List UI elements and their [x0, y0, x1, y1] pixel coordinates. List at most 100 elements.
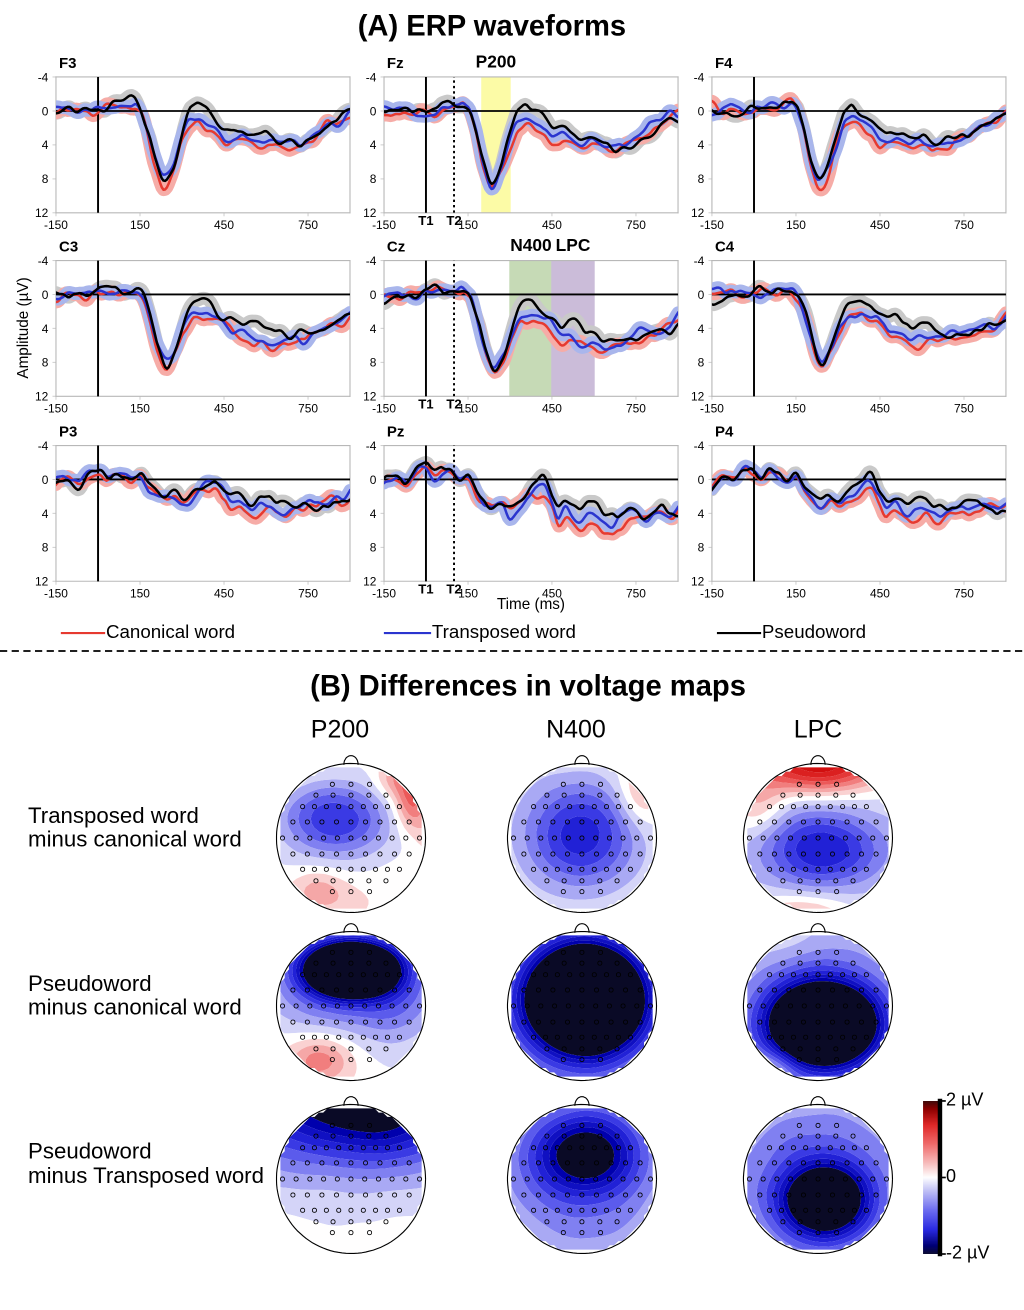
svg-text:750: 750 — [626, 402, 646, 416]
svg-text:Transposed word: Transposed word — [28, 803, 199, 828]
svg-text:P3: P3 — [59, 423, 77, 440]
svg-text:0: 0 — [698, 288, 705, 302]
svg-text:12: 12 — [363, 390, 377, 404]
svg-text:Cz: Cz — [387, 238, 405, 255]
svg-text:0: 0 — [370, 104, 377, 118]
svg-text:8: 8 — [370, 541, 377, 555]
svg-text:12: 12 — [35, 390, 49, 404]
svg-text:-4: -4 — [38, 254, 49, 268]
svg-text:150: 150 — [458, 402, 478, 416]
svg-text:4: 4 — [42, 507, 49, 521]
svg-text:4: 4 — [370, 322, 377, 336]
svg-text:Pseudoword: Pseudoword — [28, 971, 152, 996]
svg-text:450: 450 — [870, 587, 890, 601]
svg-text:450: 450 — [542, 587, 562, 601]
svg-text:0: 0 — [42, 104, 49, 118]
svg-text:750: 750 — [298, 402, 318, 416]
svg-text:-150: -150 — [372, 402, 396, 416]
svg-text:12: 12 — [691, 575, 705, 589]
svg-text:T1: T1 — [418, 396, 433, 411]
svg-text:4: 4 — [370, 507, 377, 521]
svg-text:0: 0 — [370, 473, 377, 487]
svg-text:-4: -4 — [694, 254, 705, 268]
svg-text:150: 150 — [786, 402, 806, 416]
svg-text:Pseudoword: Pseudoword — [762, 621, 866, 642]
svg-text:8: 8 — [370, 356, 377, 370]
svg-text:-4: -4 — [694, 439, 705, 453]
svg-text:F4: F4 — [715, 55, 733, 72]
svg-text:750: 750 — [954, 402, 974, 416]
svg-text:-4: -4 — [38, 70, 49, 84]
svg-text:450: 450 — [542, 402, 562, 416]
svg-text:-4: -4 — [38, 439, 49, 453]
svg-text:150: 150 — [130, 402, 150, 416]
svg-text:(A) ERP waveforms: (A) ERP waveforms — [358, 11, 626, 43]
svg-text:0: 0 — [698, 104, 705, 118]
svg-text:-150: -150 — [44, 587, 68, 601]
svg-text:-4: -4 — [366, 70, 377, 84]
svg-text:750: 750 — [626, 587, 646, 601]
svg-text:450: 450 — [214, 218, 234, 232]
svg-text:minus canonical word: minus canonical word — [28, 995, 242, 1020]
svg-text:P200: P200 — [476, 51, 517, 71]
svg-text:0: 0 — [698, 473, 705, 487]
svg-text:750: 750 — [954, 587, 974, 601]
svg-text:LPC: LPC — [794, 715, 843, 743]
svg-text:-150: -150 — [372, 218, 396, 232]
svg-text:T2: T2 — [446, 396, 461, 411]
svg-text:-4: -4 — [366, 254, 377, 268]
svg-text:150: 150 — [458, 587, 478, 601]
svg-text:12: 12 — [35, 575, 49, 589]
svg-text:-150: -150 — [700, 218, 724, 232]
svg-text:4: 4 — [698, 322, 705, 336]
svg-text:Pz: Pz — [387, 423, 405, 440]
svg-text:4: 4 — [370, 138, 377, 152]
svg-text:4: 4 — [42, 138, 49, 152]
svg-text:12: 12 — [363, 575, 377, 589]
svg-text:C4: C4 — [715, 238, 735, 255]
svg-text:750: 750 — [298, 587, 318, 601]
svg-text:12: 12 — [691, 206, 705, 220]
svg-text:450: 450 — [214, 587, 234, 601]
svg-text:150: 150 — [130, 587, 150, 601]
svg-text:4: 4 — [698, 507, 705, 521]
svg-text:8: 8 — [698, 172, 705, 186]
svg-text:150: 150 — [786, 587, 806, 601]
svg-text:2 µV: 2 µV — [946, 1090, 984, 1110]
svg-text:150: 150 — [458, 218, 478, 232]
svg-text:P4: P4 — [715, 423, 734, 440]
svg-text:-150: -150 — [44, 402, 68, 416]
svg-text:LPC: LPC — [556, 235, 591, 255]
svg-text:minus Transposed word: minus Transposed word — [28, 1163, 264, 1188]
svg-text:Canonical word: Canonical word — [106, 621, 235, 642]
svg-text:12: 12 — [691, 390, 705, 404]
svg-text:Fz: Fz — [387, 55, 404, 72]
svg-text:P200: P200 — [311, 715, 369, 743]
svg-text:T2: T2 — [446, 213, 461, 228]
svg-text:4: 4 — [42, 322, 49, 336]
svg-text:450: 450 — [870, 218, 890, 232]
svg-text:-2 µV: -2 µV — [946, 1243, 990, 1263]
svg-text:-150: -150 — [700, 402, 724, 416]
svg-text:-4: -4 — [694, 70, 705, 84]
svg-text:12: 12 — [363, 206, 377, 220]
svg-text:450: 450 — [870, 402, 890, 416]
svg-text:150: 150 — [130, 218, 150, 232]
svg-text:750: 750 — [298, 218, 318, 232]
svg-text:T1: T1 — [418, 213, 433, 228]
svg-text:-4: -4 — [366, 439, 377, 453]
svg-text:750: 750 — [954, 218, 974, 232]
svg-text:450: 450 — [214, 402, 234, 416]
svg-text:Pseudoword: Pseudoword — [28, 1139, 152, 1164]
svg-text:N400: N400 — [546, 715, 606, 743]
svg-text:0: 0 — [42, 473, 49, 487]
svg-text:8: 8 — [370, 172, 377, 186]
svg-text:Amplitude (µV): Amplitude (µV) — [15, 277, 32, 378]
svg-text:Time (ms): Time (ms) — [497, 596, 565, 613]
svg-text:4: 4 — [698, 138, 705, 152]
svg-text:8: 8 — [698, 356, 705, 370]
svg-text:8: 8 — [42, 541, 49, 555]
svg-text:0: 0 — [370, 288, 377, 302]
svg-text:8: 8 — [698, 541, 705, 555]
svg-text:0: 0 — [42, 288, 49, 302]
